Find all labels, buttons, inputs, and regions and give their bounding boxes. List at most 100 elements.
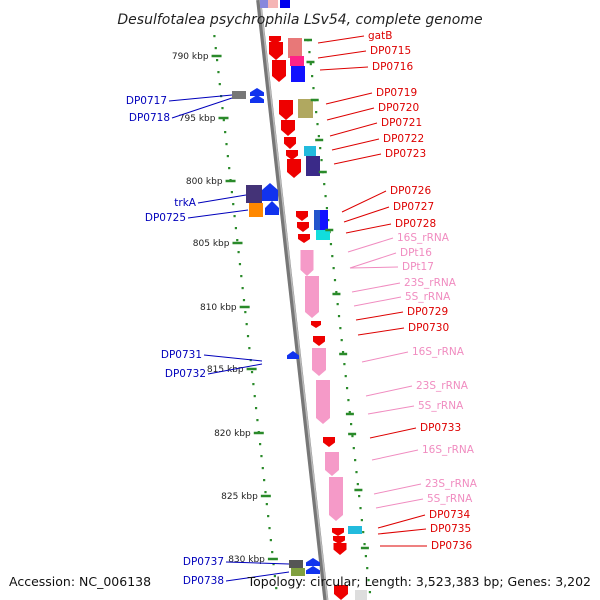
axis-dot bbox=[317, 135, 320, 138]
gene-box bbox=[348, 526, 362, 534]
leader-line bbox=[225, 571, 290, 582]
axis-dot bbox=[252, 383, 255, 386]
axis-dot bbox=[244, 311, 247, 314]
axis-dot bbox=[319, 147, 322, 150]
gene-label-left: DP0738 bbox=[183, 575, 224, 587]
gene-label-left: DP0731 bbox=[161, 349, 202, 361]
leader-line bbox=[197, 194, 247, 204]
leader-line bbox=[375, 498, 424, 509]
gene-arrow bbox=[298, 234, 310, 243]
leader-line bbox=[361, 351, 409, 363]
axis-dot bbox=[237, 251, 240, 254]
axis-dot bbox=[272, 563, 275, 566]
gene-label-right: DP0736 bbox=[431, 540, 472, 552]
gene-arrow bbox=[286, 150, 298, 160]
axis-dot bbox=[218, 83, 221, 86]
axis-dot bbox=[253, 395, 256, 398]
gene-box bbox=[304, 146, 316, 156]
gene-label-left: DP0737 bbox=[183, 556, 224, 568]
axis-dot bbox=[351, 435, 354, 438]
gene-box bbox=[280, 0, 290, 8]
axis-dot bbox=[225, 143, 228, 146]
axis-dot bbox=[359, 507, 362, 510]
axis-dot bbox=[308, 51, 311, 54]
axis-dot bbox=[234, 227, 238, 230]
axis-dot bbox=[329, 243, 333, 246]
axis-dot bbox=[217, 71, 220, 74]
gene-label-right: 5S_rRNA bbox=[418, 400, 464, 412]
ruler-label: 805 kbp bbox=[193, 239, 230, 249]
axis-dot bbox=[233, 215, 236, 218]
leader-line bbox=[203, 354, 263, 362]
axis-dot bbox=[216, 59, 219, 62]
axis-dot bbox=[224, 131, 227, 134]
axis-dot bbox=[232, 203, 235, 206]
gene-label-right: DP0715 bbox=[370, 45, 411, 57]
axis-dot bbox=[362, 531, 365, 534]
axis-dot bbox=[347, 399, 350, 402]
gene-box bbox=[291, 66, 305, 82]
gene-arrow bbox=[272, 60, 286, 82]
axis-dot bbox=[222, 119, 225, 122]
leader-line bbox=[377, 528, 427, 535]
gene-arrow bbox=[333, 536, 345, 544]
axis-dot bbox=[241, 287, 244, 290]
gene-label-right: DP0726 bbox=[390, 185, 431, 197]
axis-dot bbox=[250, 371, 254, 374]
gene-arrow bbox=[269, 42, 283, 60]
axis-dot bbox=[316, 123, 319, 126]
gene-box bbox=[268, 0, 278, 8]
gene-label-right: DP0721 bbox=[381, 117, 422, 129]
axis-dot bbox=[315, 111, 318, 114]
axis-dot bbox=[226, 155, 229, 158]
gene-label-right: 16S_rRNA bbox=[412, 346, 465, 358]
gene-arrow bbox=[300, 250, 314, 276]
ruler-label: 795 kbp bbox=[179, 114, 216, 124]
gene-arrow bbox=[279, 100, 293, 120]
gene-arrow bbox=[306, 566, 320, 574]
gene-features bbox=[232, 0, 367, 600]
axis-dot bbox=[323, 183, 326, 186]
backbone-line bbox=[256, 0, 329, 600]
gene-box bbox=[246, 185, 262, 203]
gene-arrow bbox=[313, 336, 325, 346]
axis-dot bbox=[327, 219, 330, 222]
axis-dot bbox=[350, 423, 353, 426]
axis-dot bbox=[344, 375, 347, 378]
gene-label-right: DP0727 bbox=[393, 201, 434, 213]
leader-line bbox=[325, 92, 373, 105]
leader-line bbox=[171, 97, 233, 119]
ruler-label: 790 kbp bbox=[172, 52, 209, 62]
gene-box bbox=[316, 230, 330, 240]
axis-dot bbox=[341, 351, 345, 354]
gene-label-right: DPt17 bbox=[402, 261, 434, 273]
gene-label-right: DP0729 bbox=[407, 306, 448, 318]
gene-arrow bbox=[281, 120, 295, 136]
axis-dot bbox=[360, 519, 363, 522]
gene-arrow bbox=[329, 477, 343, 521]
accession-text: Accession: NC_006138 bbox=[9, 574, 151, 589]
axis-dot bbox=[366, 567, 369, 570]
gene-box bbox=[260, 0, 268, 8]
axis-dot bbox=[335, 291, 338, 294]
gene-arrow bbox=[306, 558, 320, 566]
leader-line bbox=[377, 514, 426, 529]
axis-dot bbox=[260, 455, 263, 458]
leader-line bbox=[371, 449, 419, 461]
axis-dot bbox=[213, 35, 216, 38]
axis-dot bbox=[356, 483, 359, 486]
axis-dot bbox=[254, 407, 258, 410]
leader-line bbox=[317, 35, 365, 44]
leader-line bbox=[373, 483, 422, 495]
gene-box bbox=[355, 590, 367, 600]
axis-dot bbox=[236, 239, 239, 242]
axis-dot bbox=[214, 47, 217, 50]
gene-label-right: DPt16 bbox=[400, 247, 432, 259]
leader-line bbox=[331, 138, 380, 151]
leader-line bbox=[353, 296, 402, 307]
gene-label-right: 23S_rRNA bbox=[404, 277, 457, 289]
gene-box bbox=[291, 568, 305, 576]
gene-label-right: DP0722 bbox=[383, 133, 424, 145]
axis-dot bbox=[259, 443, 262, 446]
